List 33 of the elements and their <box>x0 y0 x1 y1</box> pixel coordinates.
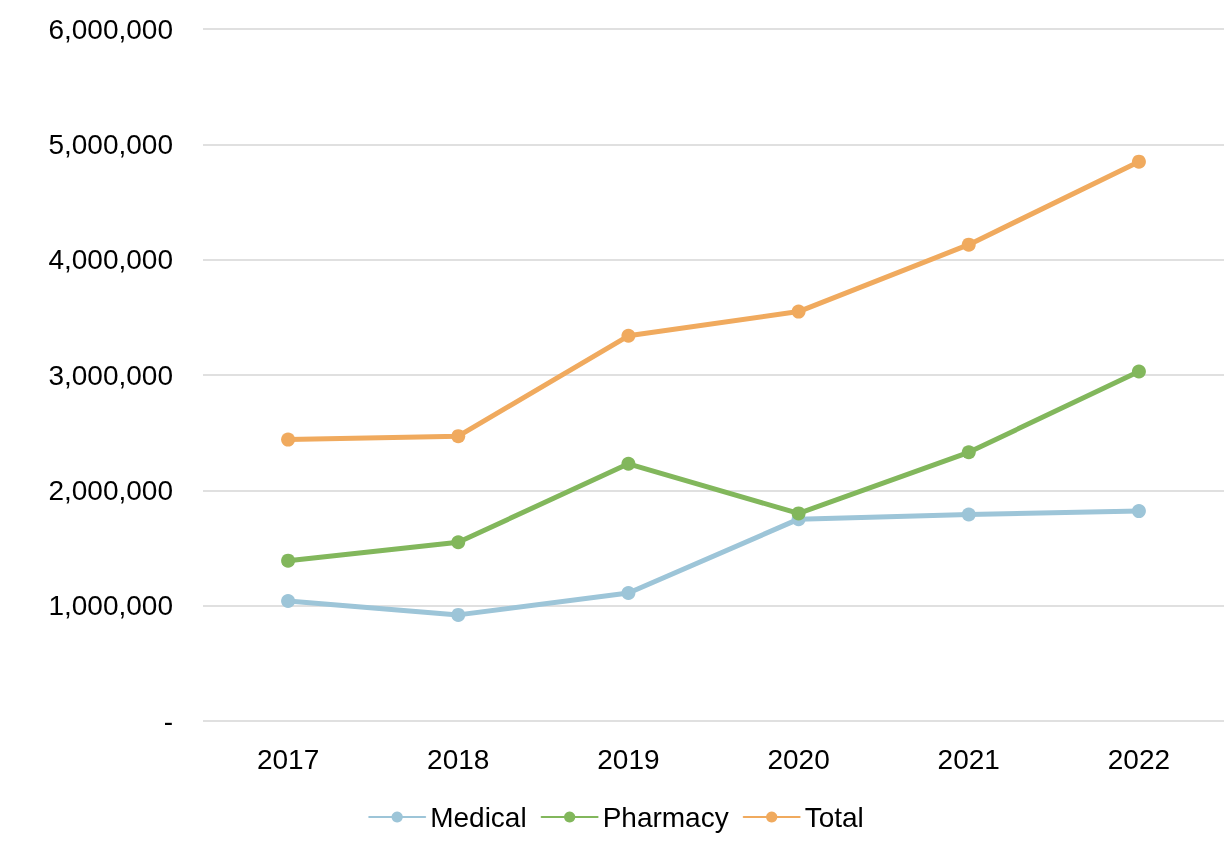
y-tick-label: 2,000,000 <box>48 474 173 506</box>
legend-label: Pharmacy <box>602 801 729 833</box>
legend-label: Medical <box>430 801 527 833</box>
point <box>281 432 296 447</box>
point <box>281 553 296 568</box>
x-tick-label: 2017 <box>256 743 320 775</box>
x-tick-label: 2019 <box>597 743 660 775</box>
x-tick-label: 2022 <box>1107 743 1171 775</box>
point <box>451 607 466 622</box>
point <box>961 237 976 252</box>
point <box>621 328 636 343</box>
point <box>1131 364 1146 379</box>
legend-label: Total <box>804 801 864 833</box>
point <box>961 445 976 460</box>
point <box>791 506 806 521</box>
point <box>451 429 466 444</box>
y-tick-label: 6,000,000 <box>48 13 173 45</box>
y-tick-label: 3,000,000 <box>48 359 173 391</box>
point <box>281 594 296 609</box>
point <box>1131 154 1146 169</box>
point <box>621 456 636 471</box>
point <box>791 304 806 319</box>
y-tick-label: 4,000,000 <box>48 244 173 276</box>
point <box>961 507 976 522</box>
x-tick-label: 2018 <box>427 743 490 775</box>
x-tick-label: 2020 <box>767 743 830 775</box>
point <box>621 585 636 600</box>
point <box>1131 504 1146 519</box>
x-tick-label: 2021 <box>937 743 1000 775</box>
y-tick-label: - <box>163 705 173 737</box>
y-tick-label: 5,000,000 <box>48 128 173 160</box>
point <box>451 535 466 550</box>
y-tick-label: 1,000,000 <box>48 590 173 622</box>
